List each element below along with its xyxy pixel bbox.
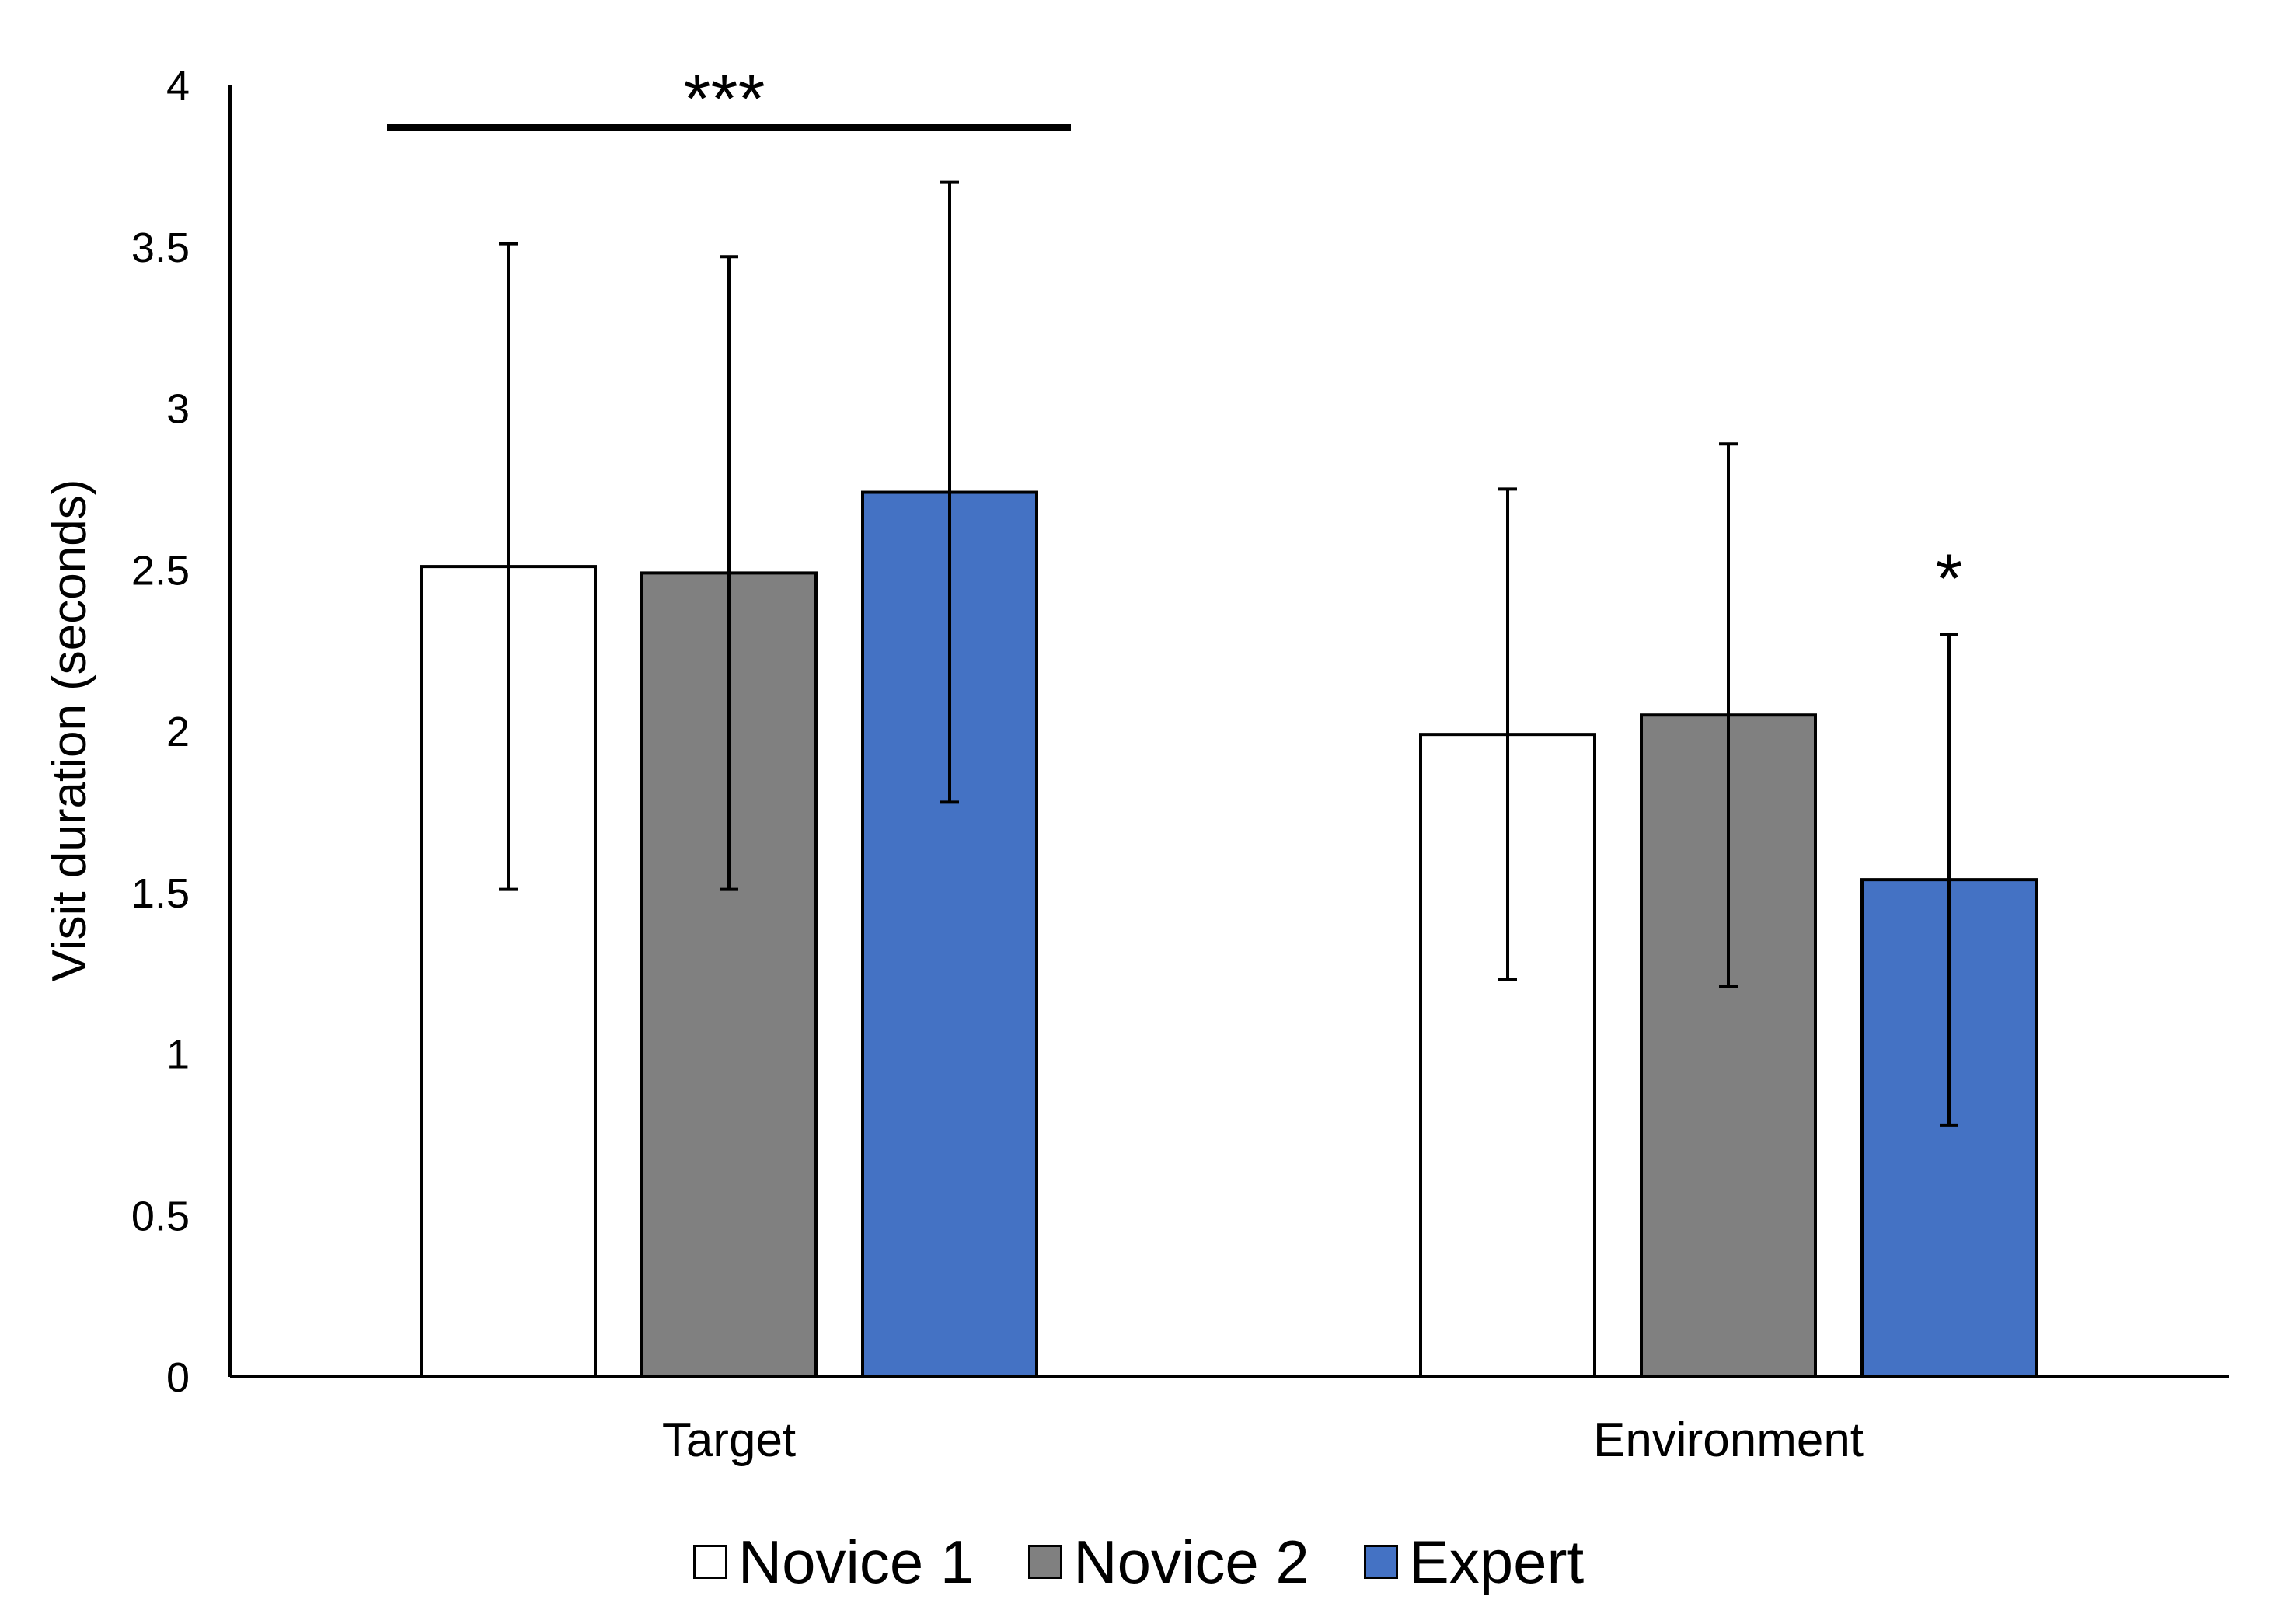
legend-swatch: [692, 1545, 727, 1579]
legend: Novice 1 Novice 2 Expert: [0, 1523, 2277, 1601]
legend-swatch: [1028, 1545, 1063, 1579]
legend-swatch: [1363, 1545, 1398, 1579]
bar-novice-2-target: [640, 571, 818, 1378]
y-tick-label: 2.5: [131, 547, 190, 594]
y-tick-label: 2: [166, 709, 190, 755]
legend-label: Expert: [1408, 1528, 1585, 1596]
y-tick-label: 0.5: [131, 1193, 190, 1239]
legend-label: Novice 1: [737, 1528, 975, 1596]
significance-label: *: [1935, 540, 1962, 618]
y-tick-label: 3: [166, 386, 190, 433]
y-tick-label: 4: [166, 63, 190, 110]
y-tick-label: 1.5: [131, 870, 190, 917]
legend-item: Expert: [1363, 1528, 1585, 1596]
legend-label: Novice 2: [1073, 1528, 1309, 1596]
y-axis-title: Visit duration (seconds): [43, 479, 96, 982]
significance-label: ***: [683, 61, 765, 138]
legend-item: Novice 1: [692, 1528, 975, 1596]
y-tick-label: 3.5: [131, 225, 190, 271]
y-tick-label: 0: [166, 1354, 190, 1401]
legend-item: Novice 2: [1028, 1532, 1309, 1592]
y-tick-label: 1: [166, 1032, 190, 1079]
x-tick-label: Target: [662, 1413, 796, 1467]
x-tick-label: Environment: [1593, 1413, 1864, 1467]
